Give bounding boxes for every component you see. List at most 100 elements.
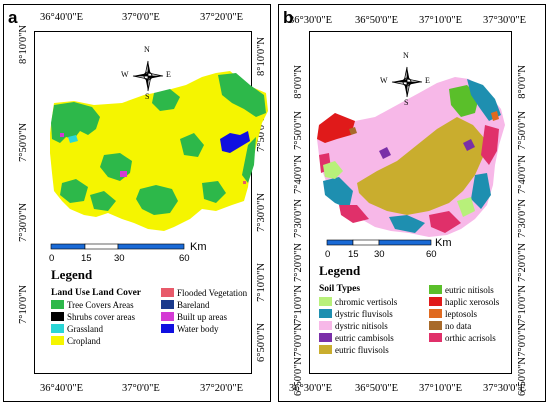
compass-east: E	[166, 70, 171, 79]
legend-title: Legend	[51, 267, 93, 282]
map-frame	[34, 31, 252, 374]
legend-label: Cropland	[67, 335, 101, 346]
legend-swatch	[319, 309, 332, 318]
legend-swatch	[319, 333, 332, 342]
compass-west: W	[121, 70, 129, 79]
legend-item: Grassland	[51, 323, 103, 334]
panel-label: a	[8, 8, 18, 27]
legend-swatch	[161, 300, 174, 309]
panel-b-soil-map: b 36°30'0"E 36°50'0"E 37°10'0"E 37°30'0"…	[278, 4, 546, 402]
legend-label: Bareland	[177, 299, 210, 310]
legend-swatch	[429, 333, 442, 342]
legend-swatch	[319, 297, 332, 306]
scale-label: 60	[426, 249, 437, 260]
legend-label: eutric cambisols	[335, 332, 394, 343]
compass-west: W	[380, 76, 388, 85]
legend-label: Shrubs cover areas	[67, 311, 135, 322]
legend-subtitle: Soil Types	[319, 284, 361, 294]
soil-chromic-vertisols	[457, 197, 475, 217]
legend-item: Tree Covers Areas	[51, 299, 134, 310]
scale-bar	[50, 243, 185, 250]
legend-title: Legend	[319, 263, 361, 278]
legend-swatch	[51, 312, 64, 321]
bottom-lon-tick: 36°50'0"E	[355, 383, 399, 394]
bottom-lon-tick: 37°30'0"E	[483, 383, 527, 394]
panel-label: b	[283, 8, 294, 27]
legend-swatch	[319, 345, 332, 354]
legend-label: eutric nitisols	[445, 284, 494, 295]
soil-dystric-fluvisols	[323, 177, 353, 209]
soil-eutric-cambisols	[463, 139, 475, 151]
soil-haplic-xerosols	[317, 113, 355, 143]
top-lon-tick: 37°20'0"E	[200, 12, 244, 23]
tree-cover-patch	[90, 191, 116, 211]
water-body	[220, 131, 250, 153]
scale-bar	[326, 239, 432, 246]
soil-leptosols	[491, 111, 499, 121]
legend-swatch	[429, 321, 442, 330]
soil-no-data	[349, 127, 357, 135]
legend-swatch	[161, 288, 174, 297]
compass-south: S	[404, 98, 409, 107]
compass-east: E	[425, 76, 430, 85]
legend-label: Grassland	[67, 323, 103, 334]
soil-orthic-acrisols	[429, 211, 461, 233]
soil-dystric-fluvisols	[389, 215, 425, 233]
soil-type-map	[317, 77, 505, 237]
legend-subtitle: Land Use Land Cover	[51, 288, 141, 298]
top-lon-tick: 36°30'0"E	[289, 15, 333, 26]
legend-swatch	[429, 285, 442, 294]
bottom-lon-tick: 37°0'0"E	[122, 383, 160, 394]
legend-swatch	[319, 321, 332, 330]
legend-swatch	[51, 336, 64, 345]
legend-swatch	[161, 312, 174, 321]
legend-swatch	[429, 309, 442, 318]
flooded-vegetation	[243, 181, 246, 184]
legend-label: haplic xerosols	[445, 296, 500, 307]
legend-item: Flooded Vegetation	[161, 287, 247, 298]
legend-label: Flooded Vegetation	[177, 287, 248, 298]
tree-cover-patch	[180, 133, 204, 157]
legend-item: Water body	[161, 323, 219, 334]
tree-cover-patch	[202, 181, 226, 203]
legend-item: Built up areas	[161, 311, 227, 322]
bottom-lon-tick: 37°10'0"E	[419, 383, 463, 394]
tree-cover-east	[218, 73, 266, 117]
soil-eutric-fluvisols	[357, 117, 485, 215]
legend-label: Built up areas	[177, 311, 227, 322]
scale-label: 15	[348, 249, 359, 260]
compass-north: N	[144, 45, 150, 54]
grassland-patch	[68, 135, 78, 143]
legend-item: Shrubs cover areas	[51, 311, 135, 322]
legend-item: orthic acrisols	[429, 332, 496, 343]
tree-cover-west	[51, 102, 100, 143]
bottom-lon-tick: 36°30'0"E	[289, 383, 333, 394]
soil-eutric-cambisols	[379, 147, 391, 159]
scale-label: 30	[374, 249, 385, 260]
legend-item: chromic vertisols	[319, 296, 397, 307]
legend-item: eutric nitisols	[429, 284, 494, 295]
scale-unit: Km	[435, 237, 452, 249]
compass-south: S	[145, 92, 150, 101]
north-arrow	[391, 66, 423, 98]
soil-orthic-acrisols	[339, 205, 369, 223]
legend-item: eutric fluvisols	[319, 344, 389, 355]
legend-swatch	[51, 300, 64, 309]
soil-dystric-fluvisols	[467, 79, 501, 121]
map-frame	[309, 31, 512, 374]
legend-item: no data	[429, 320, 471, 331]
legend-label: dystric fluvisols	[335, 308, 393, 319]
scale-label: 30	[114, 253, 125, 264]
legend-label: chromic vertisols	[335, 296, 398, 307]
legend-swatch	[429, 297, 442, 306]
legend-label: Water body	[177, 323, 219, 334]
soil-chromic-vertisols	[323, 161, 343, 179]
north-arrow	[132, 60, 164, 92]
top-lon-tick: 37°10'0"E	[419, 15, 463, 26]
bottom-lon-tick: 37°20'0"E	[200, 383, 244, 394]
legend-item: haplic xerosols	[429, 296, 499, 307]
legend-item: dystric fluvisols	[319, 308, 393, 319]
legend-item: leptosols	[429, 308, 477, 319]
scale-label: 0	[325, 249, 331, 260]
top-lon-tick: 37°0'0"E	[122, 12, 160, 23]
